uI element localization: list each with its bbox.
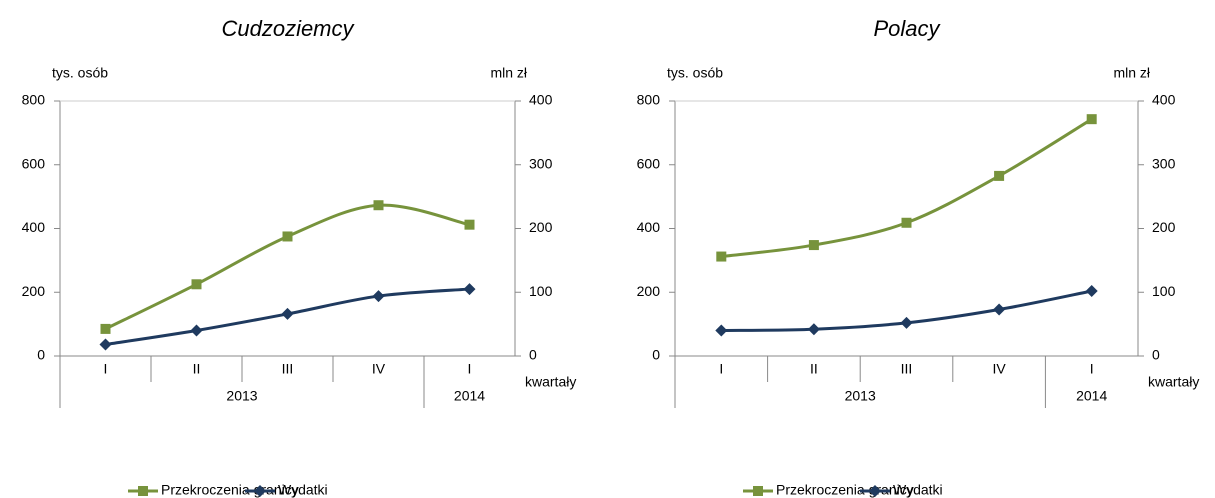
y2-tick-label: 200 bbox=[529, 219, 553, 235]
x-tick-label: III bbox=[901, 361, 913, 377]
legend-label: Wydatki bbox=[893, 482, 943, 498]
y2-tick-label: 100 bbox=[529, 283, 553, 299]
y2-tick-label: 0 bbox=[529, 347, 537, 363]
y-tick-label: 200 bbox=[22, 283, 46, 299]
x-tick-label: I bbox=[1090, 361, 1094, 377]
y-tick-label: 400 bbox=[637, 219, 661, 235]
point-marker bbox=[993, 303, 1006, 316]
point-marker bbox=[281, 307, 294, 320]
point-marker bbox=[372, 290, 385, 303]
x-tick-label: III bbox=[282, 361, 294, 377]
x-tick-label: IV bbox=[372, 361, 386, 377]
legend-marker bbox=[254, 485, 266, 497]
y-tick-label: 0 bbox=[37, 347, 45, 363]
point-marker bbox=[373, 200, 384, 211]
chart-title: Polacy bbox=[873, 16, 941, 41]
y2-axis-label: mln zł bbox=[490, 65, 527, 81]
y-axis-label: tys. osób bbox=[667, 65, 723, 81]
legend-label: Przekroczenia granicy bbox=[776, 482, 914, 498]
y2-tick-label: 200 bbox=[1152, 219, 1176, 235]
legend-label: Przekroczenia granicy bbox=[161, 482, 299, 498]
point-marker bbox=[807, 323, 820, 336]
point-marker bbox=[464, 219, 475, 230]
x-tick-label: II bbox=[810, 361, 818, 377]
x-axis-label: kwartały bbox=[1148, 374, 1199, 390]
point-marker bbox=[1085, 284, 1098, 297]
y-tick-label: 800 bbox=[22, 92, 46, 108]
y-tick-label: 600 bbox=[22, 155, 46, 171]
y-tick-label: 800 bbox=[637, 92, 661, 108]
legend-marker bbox=[138, 486, 148, 496]
y-tick-label: 400 bbox=[22, 219, 46, 235]
y2-tick-label: 400 bbox=[529, 92, 553, 108]
x-tick-label: I bbox=[719, 361, 723, 377]
point-marker bbox=[808, 240, 819, 251]
y2-tick-label: 100 bbox=[1152, 283, 1176, 299]
x-axis-label: kwartały bbox=[525, 374, 576, 390]
point-marker bbox=[100, 323, 111, 334]
year-label: 2013 bbox=[845, 388, 876, 404]
year-label: 2014 bbox=[454, 388, 485, 404]
point-marker bbox=[900, 316, 913, 329]
point-marker bbox=[99, 338, 112, 351]
year-label: 2014 bbox=[1076, 388, 1107, 404]
point-marker bbox=[715, 324, 728, 337]
x-tick-label: I bbox=[104, 361, 108, 377]
x-tick-label: IV bbox=[992, 361, 1006, 377]
point-marker bbox=[901, 217, 912, 228]
point-marker bbox=[191, 279, 202, 290]
chart-title: Cudzoziemcy bbox=[221, 16, 355, 41]
point-marker bbox=[190, 324, 203, 337]
y2-tick-label: 0 bbox=[1152, 347, 1160, 363]
x-tick-label: II bbox=[193, 361, 201, 377]
point-marker bbox=[994, 170, 1005, 181]
legend-label: Wydatki bbox=[278, 482, 328, 498]
y-tick-label: 200 bbox=[637, 283, 661, 299]
y2-tick-label: 300 bbox=[1152, 155, 1176, 171]
year-label: 2013 bbox=[226, 388, 257, 404]
point-marker bbox=[463, 283, 476, 296]
point-marker bbox=[282, 231, 293, 242]
y2-tick-label: 400 bbox=[1152, 92, 1176, 108]
point-marker bbox=[716, 251, 727, 262]
y-tick-label: 600 bbox=[637, 155, 661, 171]
series-line bbox=[721, 117, 1093, 259]
legend-marker bbox=[869, 485, 881, 497]
x-tick-label: I bbox=[468, 361, 472, 377]
point-marker bbox=[1086, 114, 1097, 125]
y2-axis-label: mln zł bbox=[1113, 65, 1150, 81]
y-axis-label: tys. osób bbox=[52, 65, 108, 81]
legend-marker bbox=[753, 486, 763, 496]
y2-tick-label: 300 bbox=[529, 155, 553, 171]
y-tick-label: 0 bbox=[652, 347, 660, 363]
